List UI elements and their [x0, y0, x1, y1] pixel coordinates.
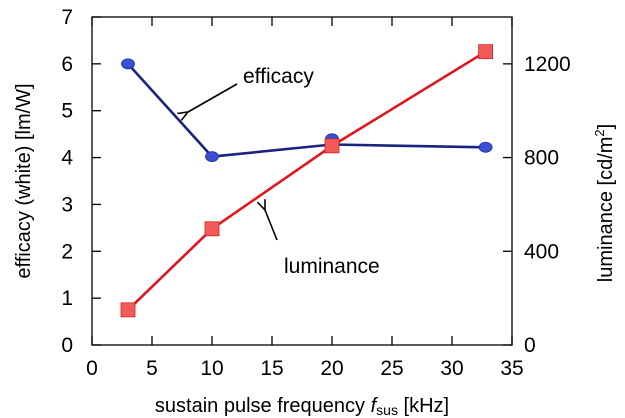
- plot-frame: [91, 16, 513, 346]
- marker-luminance: [120, 302, 136, 318]
- series-line-luminance: [127, 50, 487, 311]
- y2-tick-label: 400: [524, 240, 559, 263]
- marker-luminance: [324, 138, 340, 154]
- annotation-efficacy: efficacy: [243, 65, 314, 88]
- marker-efficacy: [205, 151, 219, 163]
- annotation-efficacy-arrow: [188, 83, 238, 112]
- y2-tick-label: 1200: [524, 53, 571, 76]
- marker-luminance: [204, 221, 220, 237]
- marker-efficacy: [478, 141, 493, 153]
- x-tick-label: 5: [146, 357, 158, 380]
- x-tick-label: 15: [260, 357, 283, 380]
- x-tick-label: 35: [500, 357, 523, 380]
- y-tick-label: 1: [61, 287, 73, 310]
- x-tick-label: 25: [380, 357, 403, 380]
- ticks: [91, 16, 513, 346]
- series-lines: [127, 50, 487, 311]
- y-axis-title: efficacy (white) [lm/W]: [13, 83, 35, 278]
- marker-luminance: [478, 44, 494, 60]
- x-tick-label: 10: [200, 357, 223, 380]
- y-tick-label: 4: [61, 147, 73, 170]
- annotation-luminance-arrow: [265, 210, 278, 241]
- series-line-efficacy: [127, 63, 486, 158]
- annotation-luminance: luminance: [284, 255, 380, 278]
- y-tick-label: 6: [61, 53, 73, 76]
- marker-efficacy: [121, 58, 135, 70]
- x-axis-title: sustain pulse frequency fsus [kHz]: [155, 395, 449, 418]
- y-tick-label: 3: [61, 193, 73, 216]
- x-tick-label: 0: [86, 357, 98, 380]
- y2-tick-label: 800: [524, 147, 559, 170]
- y-tick-label: 0: [61, 334, 73, 357]
- series-markers: [120, 44, 494, 318]
- y2-axis-title: luminance [cd/m2]: [592, 124, 617, 282]
- x-tick-label: 30: [440, 357, 463, 380]
- x-tick-label: 20: [320, 357, 343, 380]
- y-tick-label: 7: [61, 6, 73, 29]
- y-tick-label: 5: [61, 100, 73, 123]
- y-tick-label: 2: [61, 240, 73, 263]
- y2-tick-label: 0: [524, 334, 536, 357]
